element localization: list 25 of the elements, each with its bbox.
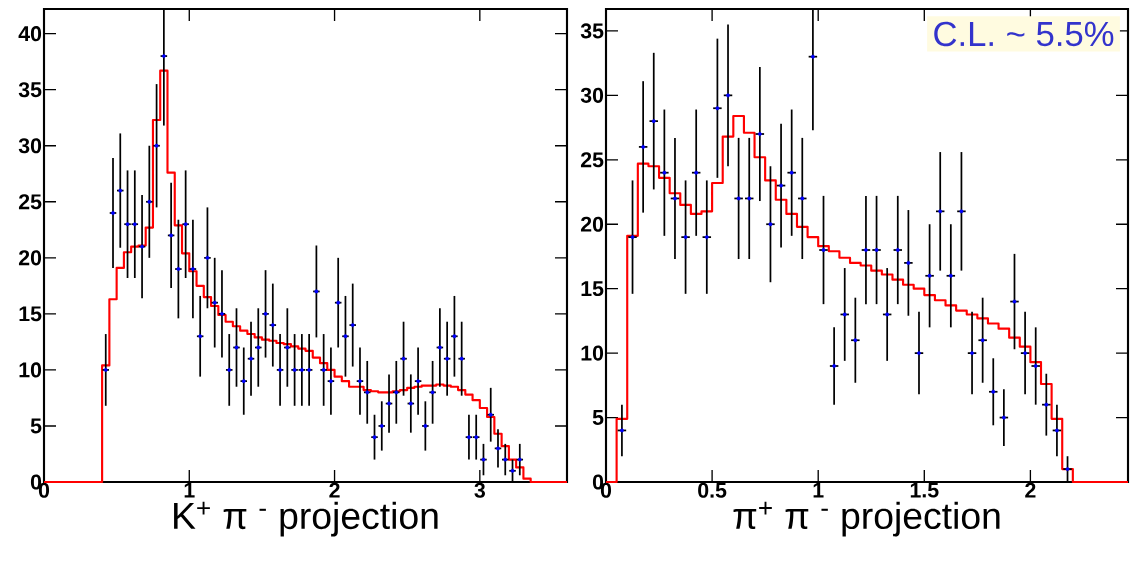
y-tick-label: 15 [19,306,42,322]
y-tick-label: 35 [580,23,604,39]
x-tick-label: 1 [184,482,195,498]
y-tick-label: 5 [592,410,604,425]
x-tick-label: 2 [329,482,340,498]
y-tick-label: 10 [581,345,604,361]
x-tick-label: 1.5 [910,482,939,498]
y-tick-label: 30 [580,87,604,103]
x-axis-title: π$^{+}$ π $^{-}$ projection [733,501,1000,537]
y-tick-label: 15 [581,281,604,297]
annotation: C.L. ~ 5.5% [934,21,1114,47]
y-tick-label: 10 [19,362,42,378]
x-tick-label: 3 [474,482,485,498]
y-tick-label: 25 [580,152,604,168]
y-tick-label: 20 [580,216,604,232]
y-tick-label: 5 [30,418,42,434]
x-tick-label: 2 [1025,482,1036,498]
x-tick-label: 0.5 [698,482,727,498]
x-axis-title: K$^{+}$ π $^{-}$ projection [174,501,438,537]
x-tick-label: 1 [813,482,824,498]
y-tick-label: 20 [18,250,42,266]
y-tick-label: 30 [18,138,42,154]
y-tick-label: 40 [18,26,42,42]
y-tick-label: 25 [18,194,42,210]
y-tick-label: 35 [18,82,42,98]
